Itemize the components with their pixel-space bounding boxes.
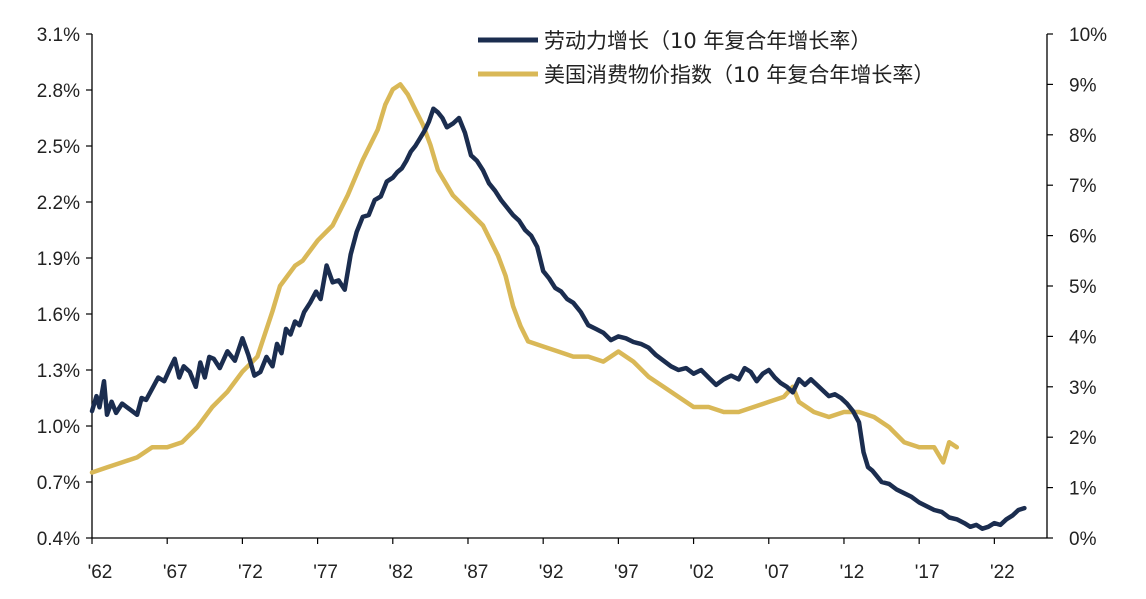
x-tick-label: '82 (388, 562, 413, 583)
x-tick-label: '67 (163, 562, 188, 583)
y-right-tick-label: 1% (1069, 479, 1097, 500)
x-tick-label: '17 (915, 562, 940, 583)
labor-growth-line (89, 106, 1027, 531)
x-tick-label: '97 (614, 562, 639, 583)
y-left-tick-label: 1.0% (37, 417, 80, 438)
x-tick-label: '22 (990, 562, 1015, 583)
y-right-tick-label: 4% (1069, 327, 1097, 348)
x-tick-label: '07 (764, 562, 789, 583)
y-left-tick-label: 2.5% (37, 137, 80, 158)
y-right-tick-label: 3% (1069, 378, 1097, 399)
x-tick-label: '62 (88, 562, 113, 583)
y-left-tick-label: 2.8% (37, 81, 80, 102)
y-right-tick-label: 7% (1069, 176, 1097, 197)
x-tick-label: '87 (464, 562, 489, 583)
y-right-tick-label: 5% (1069, 277, 1097, 298)
y-right-tick-label: 10% (1069, 25, 1107, 46)
y-left-tick-label: 1.6% (37, 305, 80, 326)
y-left-tick-label: 3.1% (37, 25, 80, 46)
y-right-tick-label: 9% (1069, 75, 1097, 96)
legend-label: 劳动力增长（10 年复合年增长率） (544, 29, 871, 53)
legend-label: 美国消费物价指数（10 年复合年增长率） (544, 63, 934, 87)
y-left-tick-label: 0.7% (37, 473, 80, 494)
x-tick-label: '02 (689, 562, 714, 583)
x-tick-label: '77 (313, 562, 338, 583)
y-left-tick-label: 0.4% (37, 529, 80, 550)
cpi-line (89, 82, 960, 475)
y-right-tick-label: 2% (1069, 428, 1097, 449)
y-left-tick-label: 1.9% (37, 249, 80, 270)
x-tick-label: '12 (840, 562, 865, 583)
y-left-tick-label: 1.3% (37, 361, 80, 382)
x-tick-label: '72 (238, 562, 263, 583)
y-right-tick-label: 0% (1069, 529, 1097, 550)
y-right-tick-label: 8% (1069, 126, 1097, 147)
legend: 劳动力增长（10 年复合年增长率） 美国消费物价指数（10 年复合年增长率） (478, 29, 934, 87)
axes-group: 0.4% 0.7% 1.0% 1.3% 1.6% 1.9% 2.2% 2.5% 2.8% 3.1%… (37, 25, 1107, 583)
y-right-tick-label: 6% (1069, 227, 1097, 248)
y-left-tick-label: 2.2% (37, 193, 80, 214)
x-tick-label: '92 (539, 562, 564, 583)
series-lines (89, 82, 1027, 531)
